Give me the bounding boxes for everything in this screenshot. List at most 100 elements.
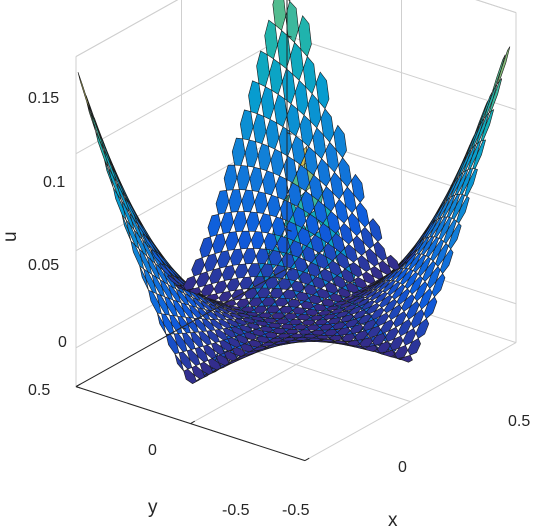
surface-cell (252, 113, 267, 145)
surface-cell (238, 230, 252, 250)
y-tick (286, 268, 292, 271)
x-tick (190, 420, 195, 425)
surface-cell (250, 231, 265, 250)
surface-cell (223, 164, 238, 191)
surface-cell (262, 170, 276, 196)
grid-line (304, 342, 517, 462)
box-edge (75, 0, 179, 58)
y-axis-label: y (148, 497, 158, 518)
surface-cell (255, 248, 270, 265)
surface-cell (492, 54, 506, 92)
z-tick (286, 132, 292, 135)
x-tick (75, 383, 81, 388)
x-tick-label: 0.5 (508, 413, 530, 430)
surface-cell (386, 254, 400, 271)
surface-cell (183, 275, 197, 291)
x-tick-label: 0 (398, 459, 407, 476)
z-tick (286, 229, 292, 232)
surface-cell (298, 15, 312, 58)
surface-cell (226, 277, 241, 292)
surface-cell (118, 180, 132, 206)
surface-cell (368, 218, 383, 243)
z-axis-label: u (0, 231, 21, 242)
surface-cell (244, 139, 259, 168)
surface-cell (249, 166, 264, 193)
y-tick (181, 327, 187, 330)
surface-cell (225, 231, 239, 251)
surface-cell (270, 148, 285, 177)
surface-cell (241, 189, 255, 213)
surface-cell (267, 194, 281, 218)
y-tick-label: -0.5 (222, 502, 250, 519)
surface-cell (264, 19, 278, 60)
surface-cell (104, 159, 114, 189)
z-tick-label: 0.15 (28, 90, 59, 107)
surface-cell (233, 211, 247, 233)
surface-mesh (77, 0, 511, 384)
surface-cell (134, 217, 148, 238)
axes-box-front (75, 0, 310, 462)
surface-cell (242, 248, 257, 265)
surface-cell (272, 0, 287, 31)
surface-cell (207, 213, 222, 238)
surface-cell (228, 189, 243, 213)
grid-line (181, 327, 411, 403)
surface-cell (315, 71, 330, 110)
surface-cell (231, 137, 246, 166)
y-tick-label: 0 (148, 442, 157, 459)
surface-cell (248, 80, 262, 115)
z-tick-label: 0.05 (28, 257, 59, 274)
surface-cell (288, 0, 291, 2)
surface-cell (265, 118, 280, 150)
z-tick (286, 35, 292, 38)
surface-cell (282, 289, 297, 300)
x-tick (304, 457, 310, 462)
surface-cell (126, 199, 140, 223)
surface-cell (174, 353, 184, 372)
surface-cell (256, 50, 270, 88)
surface-cell (191, 257, 205, 277)
x-axis-label: x (388, 510, 398, 531)
surface-cell (77, 72, 92, 113)
surface-cell (139, 265, 149, 291)
surface-cell (284, 312, 298, 320)
surface-cell (142, 233, 157, 253)
surface-cell (212, 233, 226, 254)
surface-cell (254, 191, 268, 214)
surface-cell (199, 236, 213, 259)
surface-cell (456, 144, 471, 174)
surface-cell (234, 263, 249, 279)
surface-cell (217, 250, 231, 269)
z-tick-label: 0.1 (43, 174, 65, 191)
surface-cell (86, 102, 96, 132)
surface-cell (174, 284, 189, 292)
surface-cell (258, 213, 273, 234)
surface-cell (215, 189, 230, 215)
surface-cell (166, 275, 181, 286)
box-edge (475, 0, 517, 14)
surface-cell (236, 165, 251, 191)
surface-cell (474, 101, 488, 135)
surface-cell (260, 86, 275, 120)
surface-cell (229, 248, 244, 266)
surface-cell (253, 305, 268, 314)
surface-cell (439, 184, 453, 210)
surface-cell (496, 46, 511, 85)
surface-cell (421, 219, 435, 241)
surface-cell (333, 124, 347, 159)
surface-cell (121, 214, 132, 242)
surface-cell (239, 109, 254, 141)
y-tick (75, 386, 81, 389)
surface-cell (150, 249, 165, 265)
x-tick-label: -0.5 (282, 502, 310, 519)
y-tick-label: 0.5 (28, 382, 50, 399)
surface-cell (157, 312, 167, 335)
surface-cell (221, 265, 236, 281)
surface-cell (351, 173, 365, 203)
surface-cell (273, 264, 287, 279)
surface-cell (158, 263, 173, 277)
surface-cell (403, 249, 418, 264)
surface-cell (246, 211, 260, 232)
z-tick-label: 0 (58, 334, 67, 351)
